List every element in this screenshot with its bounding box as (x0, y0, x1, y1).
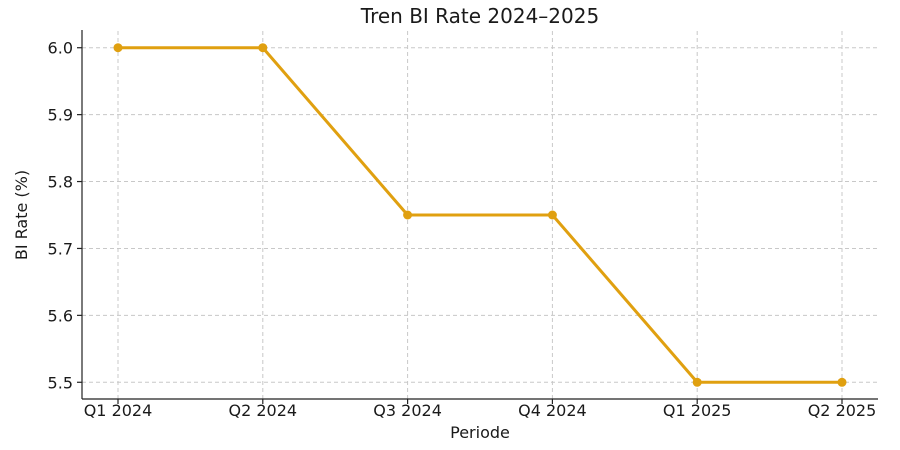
series (113, 43, 847, 387)
data-point (692, 377, 702, 387)
x-axis-ticks: Q1 2024 Q2 2024 Q3 2024 Q4 2024 Q1 2025 Q2 20… (84, 399, 877, 420)
y-axis-ticks: 5.5 5.6 5.7 5.8 5.9 6.0 (48, 39, 82, 392)
data-point (113, 43, 123, 53)
y-axis-title: BI Rate (%) (12, 170, 31, 260)
x-tick-label: Q1 2024 (84, 401, 153, 420)
y-tick-label: 5.8 (48, 173, 73, 192)
x-tick-label: Q2 2025 (808, 401, 877, 420)
x-tick-label: Q1 2025 (663, 401, 732, 420)
series-line (118, 46, 842, 384)
data-point (403, 210, 413, 220)
x-axis-title: Periode (450, 423, 510, 442)
data-point (258, 43, 268, 53)
y-tick-label: 5.6 (48, 306, 73, 325)
data-point (547, 210, 557, 220)
chart-title: Tren BI Rate 2024–2025 (360, 4, 599, 28)
y-tick-label: 6.0 (48, 39, 73, 58)
data-point (837, 377, 847, 387)
axes (81, 30, 878, 400)
y-tick-label: 5.5 (48, 373, 73, 392)
x-tick-label: Q4 2024 (518, 401, 587, 420)
y-tick-label: 5.9 (48, 106, 73, 125)
y-tick-label: 5.7 (48, 239, 73, 258)
x-tick-label: Q2 2024 (229, 401, 298, 420)
x-tick-label: Q3 2024 (373, 401, 442, 420)
